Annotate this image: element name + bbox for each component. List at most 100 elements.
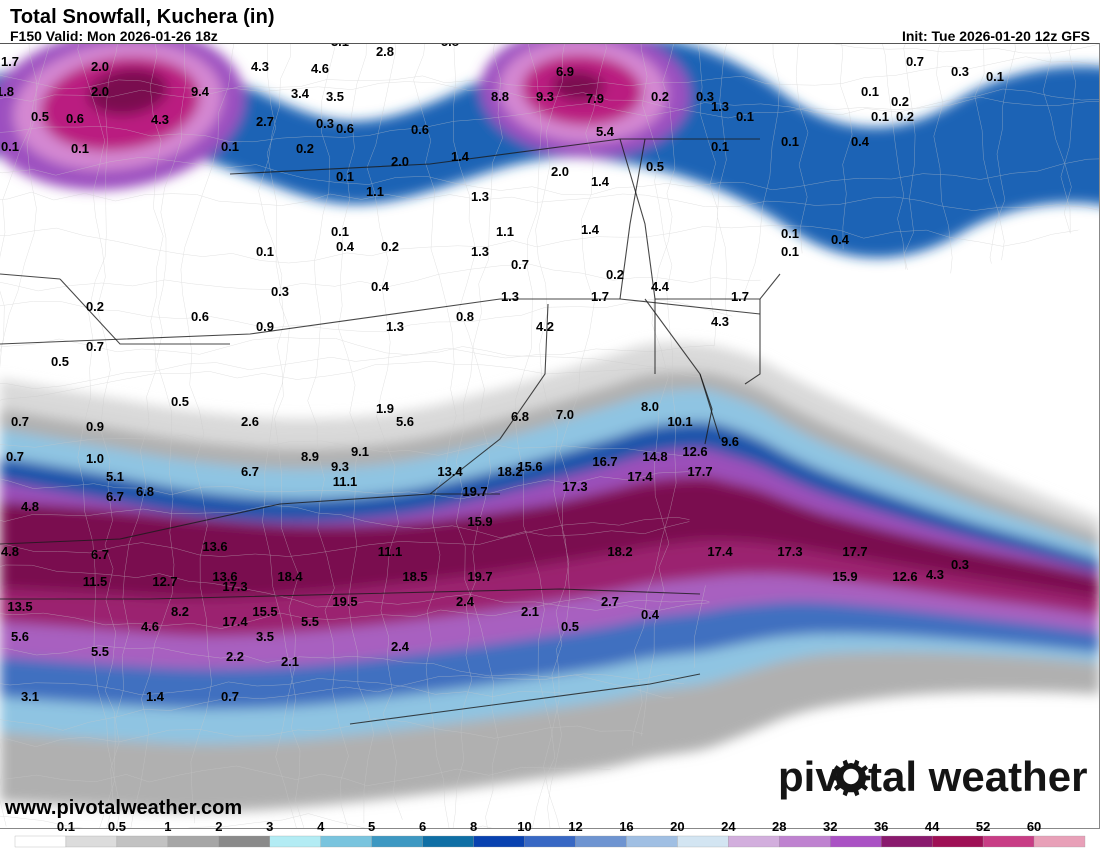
svg-text:6.8: 6.8: [511, 409, 529, 424]
svg-text:1.4: 1.4: [451, 149, 470, 164]
svg-text:16: 16: [619, 819, 633, 834]
svg-text:5.5: 5.5: [626, 44, 644, 46]
svg-text:5.6: 5.6: [396, 414, 414, 429]
svg-text:17.3: 17.3: [777, 544, 802, 559]
svg-text:0.1: 0.1: [711, 139, 729, 154]
svg-text:5.5: 5.5: [91, 644, 109, 659]
svg-text:5.8: 5.8: [441, 44, 459, 49]
svg-text:0.3: 0.3: [951, 64, 969, 79]
svg-text:6.7: 6.7: [91, 547, 109, 562]
svg-text:3.1: 3.1: [331, 44, 349, 49]
svg-text:0.1: 0.1: [986, 69, 1004, 84]
svg-text:12.6: 12.6: [892, 569, 917, 584]
svg-text:2.4: 2.4: [391, 639, 410, 654]
svg-text:9.4: 9.4: [191, 84, 210, 99]
svg-text:0.2: 0.2: [606, 267, 624, 282]
svg-text:2.0: 2.0: [551, 164, 569, 179]
svg-text:18.5: 18.5: [402, 569, 427, 584]
svg-text:2: 2: [215, 819, 222, 834]
svg-text:4.4: 4.4: [766, 44, 785, 46]
svg-text:0.6: 0.6: [191, 309, 209, 324]
svg-text:0.6: 0.6: [411, 122, 429, 137]
svg-text:0.6: 0.6: [336, 121, 354, 136]
svg-text:0.5: 0.5: [108, 819, 126, 834]
svg-text:5.6: 5.6: [11, 629, 29, 644]
svg-text:19.7: 19.7: [462, 484, 487, 499]
svg-text:12.6: 12.6: [682, 444, 707, 459]
svg-text:4.4: 4.4: [651, 279, 670, 294]
svg-text:2.1: 2.1: [521, 604, 539, 619]
svg-text:0.6: 0.6: [66, 111, 84, 126]
svg-text:6.9: 6.9: [556, 64, 574, 79]
svg-text:1.3: 1.3: [386, 319, 404, 334]
svg-text:0.2: 0.2: [896, 109, 914, 124]
svg-text:0.2: 0.2: [651, 89, 669, 104]
svg-text:0.3: 0.3: [271, 284, 289, 299]
svg-text:0.1: 0.1: [336, 169, 354, 184]
svg-text:0.8: 0.8: [456, 309, 474, 324]
svg-text:tal weather: tal weather: [868, 753, 1087, 800]
svg-text:0.2: 0.2: [381, 239, 399, 254]
svg-text:0.7: 0.7: [86, 339, 104, 354]
svg-text:1.3: 1.3: [471, 244, 489, 259]
svg-text:2.2: 2.2: [226, 649, 244, 664]
svg-text:13.6: 13.6: [202, 539, 227, 554]
svg-text:4.8: 4.8: [21, 499, 39, 514]
svg-text:9.3: 9.3: [331, 459, 349, 474]
svg-text:10.1: 10.1: [667, 414, 692, 429]
svg-text:7.6: 7.6: [721, 44, 739, 46]
svg-text:0.5: 0.5: [51, 354, 69, 369]
svg-text:36: 36: [874, 819, 888, 834]
svg-text:0.2: 0.2: [891, 94, 909, 109]
svg-text:0.7: 0.7: [11, 414, 29, 429]
svg-text:0.1: 0.1: [71, 141, 89, 156]
svg-text:15.9: 15.9: [467, 514, 492, 529]
svg-text:5.5: 5.5: [301, 614, 319, 629]
svg-text:1.7: 1.7: [591, 289, 609, 304]
svg-text:1.3: 1.3: [501, 289, 519, 304]
svg-text:6: 6: [419, 819, 426, 834]
svg-text:0.5: 0.5: [31, 109, 49, 124]
svg-text:1.4: 1.4: [591, 174, 610, 189]
svg-text:7.0: 7.0: [556, 407, 574, 422]
svg-text:0.1: 0.1: [871, 109, 889, 124]
svg-text:8.2: 8.2: [171, 604, 189, 619]
svg-text:8.9: 8.9: [301, 449, 319, 464]
svg-text:2.7: 2.7: [601, 594, 619, 609]
svg-text:10: 10: [517, 819, 531, 834]
svg-text:2.0: 2.0: [391, 154, 409, 169]
svg-text:0.1: 0.1: [861, 84, 879, 99]
svg-text:0.1: 0.1: [781, 244, 799, 259]
svg-text:24: 24: [721, 819, 736, 834]
svg-text:60: 60: [1027, 819, 1041, 834]
svg-text:0.4: 0.4: [851, 134, 870, 149]
svg-text:4.3: 4.3: [926, 567, 944, 582]
svg-text:2.6: 2.6: [241, 414, 259, 429]
svg-text:17.3: 17.3: [222, 579, 247, 594]
svg-text:2.1: 2.1: [281, 654, 299, 669]
svg-text:44: 44: [925, 819, 940, 834]
svg-text:1.3: 1.3: [471, 189, 489, 204]
svg-text:17.4: 17.4: [627, 469, 653, 484]
svg-text:2.8: 2.8: [376, 44, 394, 59]
svg-text:7.9: 7.9: [586, 91, 604, 106]
svg-text:0.7: 0.7: [511, 257, 529, 272]
svg-text:0.3: 0.3: [951, 557, 969, 572]
svg-text:1.0: 1.0: [86, 451, 104, 466]
svg-text:4.8: 4.8: [1, 544, 19, 559]
svg-text:1.7: 1.7: [731, 289, 749, 304]
svg-text:11.1: 11.1: [378, 544, 403, 559]
svg-text:2.7: 2.7: [256, 114, 274, 129]
svg-text:piv: piv: [778, 753, 839, 800]
svg-text:8.8: 8.8: [491, 89, 509, 104]
svg-text:11.1: 11.1: [333, 474, 358, 489]
svg-text:0.9: 0.9: [86, 419, 104, 434]
svg-text:18.2: 18.2: [607, 544, 632, 559]
svg-text:3: 3: [266, 819, 273, 834]
svg-text:0.1: 0.1: [736, 109, 754, 124]
svg-text:0.3: 0.3: [316, 116, 334, 131]
svg-text:1.1: 1.1: [366, 184, 384, 199]
svg-text:8: 8: [470, 819, 477, 834]
svg-text:28: 28: [772, 819, 786, 834]
svg-text:4.3: 4.3: [711, 314, 729, 329]
